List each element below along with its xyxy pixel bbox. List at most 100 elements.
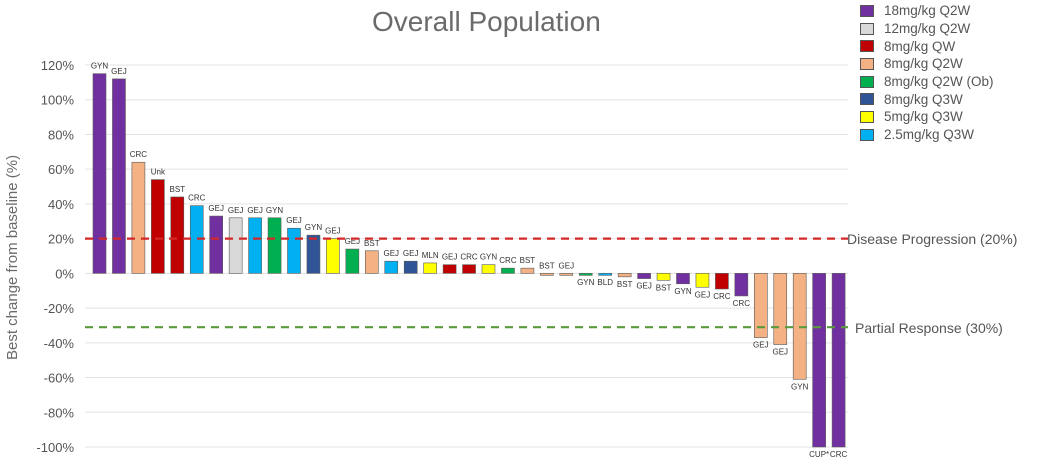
legend-swatch	[860, 22, 874, 35]
legend-label: 18mg/kg Q2W	[884, 3, 971, 19]
bar	[267, 217, 282, 274]
legend-item: 12mg/kg Q2W	[860, 20, 994, 38]
y-tick-label: 0%	[55, 266, 74, 281]
bar-label: GYN	[91, 62, 109, 71]
bar	[170, 196, 185, 274]
bar	[248, 217, 262, 274]
bar	[442, 264, 457, 274]
bar-label: BLD	[597, 278, 613, 287]
legend-item: 5mg/kg Q3W	[860, 108, 994, 126]
legend-swatch	[860, 4, 874, 17]
legend-label: 8mg/kg Q3W	[884, 91, 963, 107]
disease-progression-label: Disease Progression (20%)	[847, 231, 1018, 247]
bar	[695, 273, 710, 288]
bar-label: GEJ	[286, 216, 302, 225]
bar-label: CRC	[830, 450, 848, 459]
y-tick-label: -40%	[44, 336, 75, 351]
bar	[306, 234, 321, 274]
y-tick-label: 60%	[48, 162, 74, 177]
bar	[540, 273, 554, 276]
y-tick-label: 100%	[41, 93, 75, 108]
bar-label: CRC	[460, 253, 478, 262]
bar-label: GEJ	[403, 249, 419, 258]
bar	[423, 262, 437, 274]
bar-label: GYN	[480, 253, 498, 262]
bar	[384, 260, 399, 274]
bar	[715, 273, 729, 290]
bar	[578, 273, 593, 276]
bar	[812, 273, 826, 448]
y-tick-label: 80%	[48, 127, 74, 142]
legend-label: 8mg/kg Q2W	[884, 56, 963, 72]
legend-swatch	[860, 110, 874, 123]
bar	[228, 217, 243, 274]
bar-label: GEJ	[695, 290, 711, 299]
legend-item: 8mg/kg Q2W	[860, 55, 994, 73]
bar	[559, 273, 574, 276]
bar	[403, 260, 418, 274]
legend: 18mg/kg Q2W 12mg/kg Q2W 8mg/kg QW 8mg/kg Q2…	[860, 2, 994, 144]
bar-label: GEJ	[383, 249, 399, 258]
bar-label: GYN	[791, 382, 809, 391]
bar	[151, 179, 165, 274]
y-tick-label: 20%	[48, 232, 74, 247]
legend-item: 8mg/kg Q3W	[860, 90, 994, 108]
bar-label: GYN	[674, 287, 692, 296]
bar	[326, 238, 340, 274]
bar-label: BST	[170, 185, 186, 194]
bar	[753, 273, 768, 338]
legend-label: 8mg/kg QW	[884, 38, 956, 54]
bar-label: GEJ	[442, 253, 458, 262]
bar-label: GEJ	[559, 261, 575, 270]
legend-swatch	[860, 128, 874, 141]
bar-label: GEJ	[208, 204, 224, 213]
bar	[734, 273, 749, 297]
bar-label: CRC	[130, 150, 148, 159]
bar-label: CUP*	[809, 450, 829, 459]
y-tick-label: -80%	[44, 405, 75, 420]
bar-label: BST	[364, 239, 380, 248]
legend-swatch	[860, 75, 874, 88]
bar	[481, 264, 496, 274]
bar	[345, 248, 360, 274]
legend-swatch	[860, 57, 874, 70]
legend-label: 2.5mg/kg Q3W	[884, 127, 975, 143]
legend-swatch	[860, 40, 874, 53]
bar-label: GEJ	[325, 227, 341, 236]
bar-label: MLN	[422, 251, 439, 260]
bar	[92, 73, 107, 274]
bar-label: CRC	[733, 299, 751, 308]
bar-label: GEJ	[753, 341, 769, 350]
bar	[364, 250, 379, 274]
legend-item: 18mg/kg Q2W	[860, 2, 994, 20]
legend-item: 2.5mg/kg Q3W	[860, 126, 994, 144]
bar-label: CRC	[713, 292, 731, 301]
bar	[656, 273, 671, 281]
bar	[676, 273, 690, 285]
y-tick-labels: 120% 100% 80% 60% 40% 20% 0% -20% -40% -60% -80% -1…	[36, 58, 74, 455]
bar-label: GEJ	[772, 348, 788, 357]
bar-label: BST	[656, 283, 672, 292]
bar-label: BST	[520, 256, 536, 265]
bar-label: GEJ	[111, 67, 127, 76]
reference-lines	[85, 237, 848, 329]
y-tick-label: -60%	[44, 371, 75, 386]
partial-response-label: Partial Response (30%)	[855, 320, 1003, 336]
bar	[209, 215, 223, 274]
y-tick-label: -20%	[44, 301, 75, 316]
bar-label: GEJ	[228, 206, 244, 215]
bar-label: GEJ	[345, 237, 361, 246]
bar	[617, 273, 632, 278]
bar	[520, 267, 535, 274]
bar-label: GYN	[577, 278, 595, 287]
chart-title: Overall Population	[372, 6, 601, 37]
y-tick-label: -100%	[36, 440, 74, 455]
bar	[773, 273, 788, 345]
bar	[287, 227, 301, 274]
bar	[637, 273, 651, 279]
legend-item: 8mg/kg QW	[860, 37, 994, 55]
bar-label: GEJ	[247, 206, 263, 215]
bar	[598, 273, 613, 276]
bar	[462, 264, 476, 274]
